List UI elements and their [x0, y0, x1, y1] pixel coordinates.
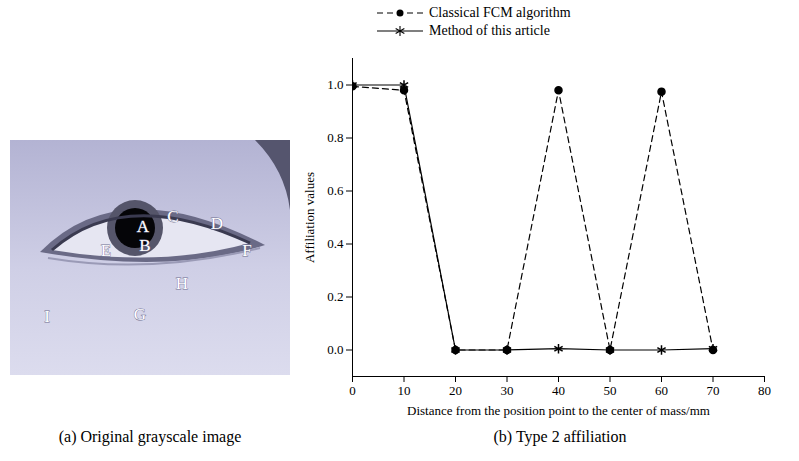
svg-text:H: H — [176, 274, 188, 293]
svg-text:A: A — [137, 217, 150, 236]
html-text:(a) Original grayscale image: (a) Original grayscale image — [58, 428, 242, 445]
svg-text:60: 60 — [655, 383, 668, 398]
svg-text:Distance from the position poi: Distance from the position point to the … — [407, 403, 710, 418]
svg-text:30: 30 — [501, 383, 514, 398]
svg-text:Affiliation values: Affiliation values — [302, 172, 317, 263]
svg-text:E: E — [101, 241, 111, 260]
svg-text:50: 50 — [604, 383, 617, 398]
svg-text:1.0: 1.0 — [327, 77, 343, 92]
svg-text:40: 40 — [552, 383, 565, 398]
svg-text:I: I — [44, 307, 50, 326]
svg-text:0.2: 0.2 — [327, 289, 343, 304]
html-text:Classical FCM algorithm: Classical FCM algorithm — [429, 5, 571, 20]
svg-text:0.8: 0.8 — [327, 130, 343, 145]
svg-text:20: 20 — [449, 383, 462, 398]
svg-text:D: D — [211, 214, 223, 233]
html-text:Method of this article: Method of this article — [429, 23, 550, 38]
svg-text:B: B — [139, 236, 150, 255]
html-text:(b) Type 2 affiliation: (b) Type 2 affiliation — [493, 428, 627, 445]
svg-text:80: 80 — [758, 383, 771, 398]
svg-text:10: 10 — [398, 383, 411, 398]
svg-text:F: F — [242, 241, 251, 260]
svg-text:G: G — [134, 305, 146, 324]
svg-text:0: 0 — [349, 383, 356, 398]
svg-text:C: C — [167, 207, 178, 226]
svg-text:0.6: 0.6 — [327, 183, 344, 198]
svg-text:0.4: 0.4 — [327, 236, 344, 251]
svg-text:0.0: 0.0 — [327, 342, 343, 357]
svg-text:70: 70 — [707, 383, 720, 398]
